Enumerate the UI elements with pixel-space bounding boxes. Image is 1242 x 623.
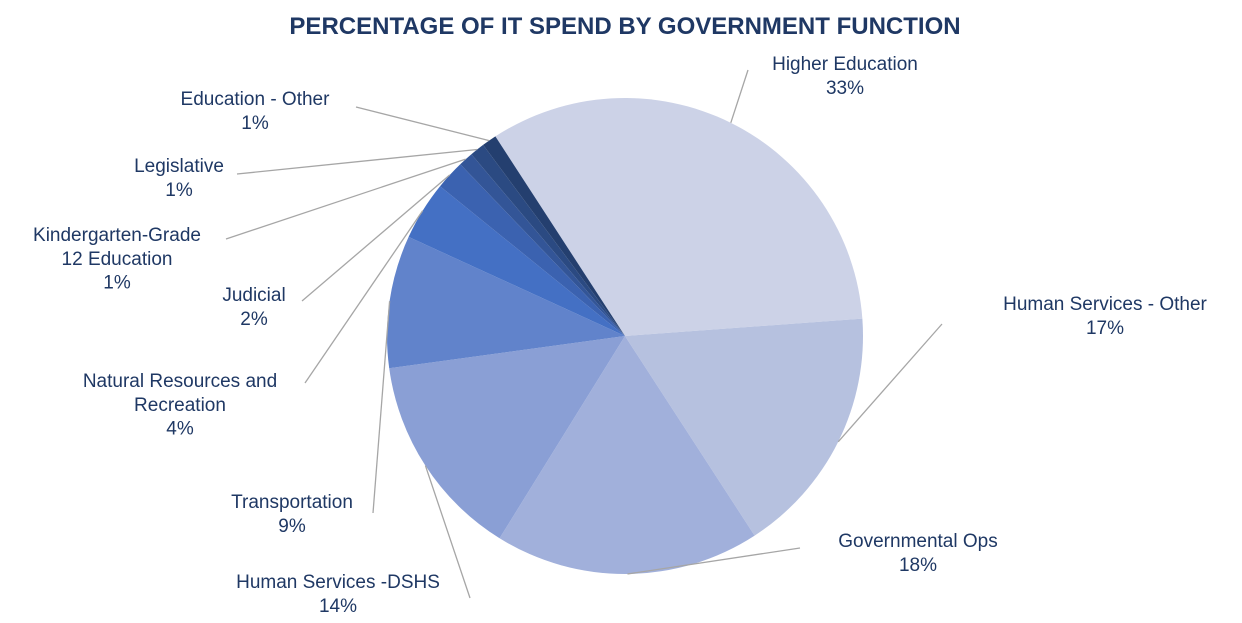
slice-value-label: 1%	[103, 273, 131, 294]
slice-value-label: 1%	[241, 113, 269, 134]
slice-name-label: 12 Education	[62, 249, 173, 270]
slice-value-label: 14%	[319, 596, 357, 617]
slice-name-label: Judicial	[222, 285, 285, 306]
pie-slice	[408, 186, 625, 336]
slice-label: Higher Education 33%	[772, 54, 918, 99]
chart-title: PERCENTAGE OF IT SPEND BY GOVERNMENT FUN…	[289, 13, 960, 40]
slice-value-label: 33%	[826, 78, 864, 99]
slice-value-label: 4%	[166, 419, 194, 440]
pie-slice	[499, 336, 755, 574]
leader-line	[355, 106, 490, 142]
pie-slice	[471, 144, 625, 336]
leader-lines	[225, 69, 943, 599]
slice-name-label: Governmental Ops	[838, 531, 997, 552]
slice-labels: Higher Education 33% Human Services - Othe…	[33, 54, 1208, 617]
slice-value-label: 1%	[165, 180, 193, 201]
slice-name-label: Kindergarten-Grade	[33, 225, 201, 246]
pie-slice	[389, 336, 625, 539]
slice-label: Human Services -DSHS 14%	[236, 572, 440, 617]
slice-label: Education - Other 1%	[181, 89, 331, 134]
pie-slice	[386, 236, 625, 369]
leader-line	[837, 323, 943, 443]
slice-label: Kindergarten-Grade 12 Education 1%	[33, 225, 201, 294]
slice-label: Human Services - Other 17%	[1003, 294, 1207, 339]
slice-name-label: Natural Resources and	[83, 371, 277, 392]
pie-slice	[483, 136, 625, 336]
slice-name-label: Legislative	[134, 156, 224, 177]
slice-name-label: Human Services - Other	[1003, 294, 1207, 315]
pie-slices	[386, 98, 863, 574]
leader-line	[304, 210, 424, 384]
leader-line	[372, 301, 391, 514]
slice-name-label: Recreation	[134, 395, 226, 416]
slice-label: Natural Resources and Recreation 4%	[83, 371, 277, 440]
slice-value-label: 2%	[240, 309, 268, 330]
pie-slice	[460, 154, 625, 336]
slice-label: Transportation 9%	[231, 492, 353, 537]
slice-label: Judicial 2%	[222, 285, 285, 330]
slice-name-label: Education - Other	[181, 89, 331, 110]
leader-line	[730, 69, 749, 124]
leader-line	[627, 547, 801, 575]
slice-value-label: 9%	[278, 516, 306, 537]
pie-slice	[625, 318, 863, 536]
slice-name-label: Human Services -DSHS	[236, 572, 440, 593]
leader-line	[424, 465, 471, 599]
slice-name-label: Transportation	[231, 492, 353, 513]
pie-slice	[495, 98, 863, 336]
slice-label: Governmental Ops 18%	[838, 531, 997, 576]
leader-line	[225, 158, 466, 240]
leader-line	[301, 174, 451, 302]
leader-line	[236, 148, 478, 175]
pie-slice	[440, 164, 625, 336]
slice-label: Legislative 1%	[134, 156, 224, 201]
slice-value-label: 17%	[1086, 318, 1124, 339]
slice-value-label: 18%	[899, 555, 937, 576]
slice-name-label: Higher Education	[772, 54, 918, 75]
